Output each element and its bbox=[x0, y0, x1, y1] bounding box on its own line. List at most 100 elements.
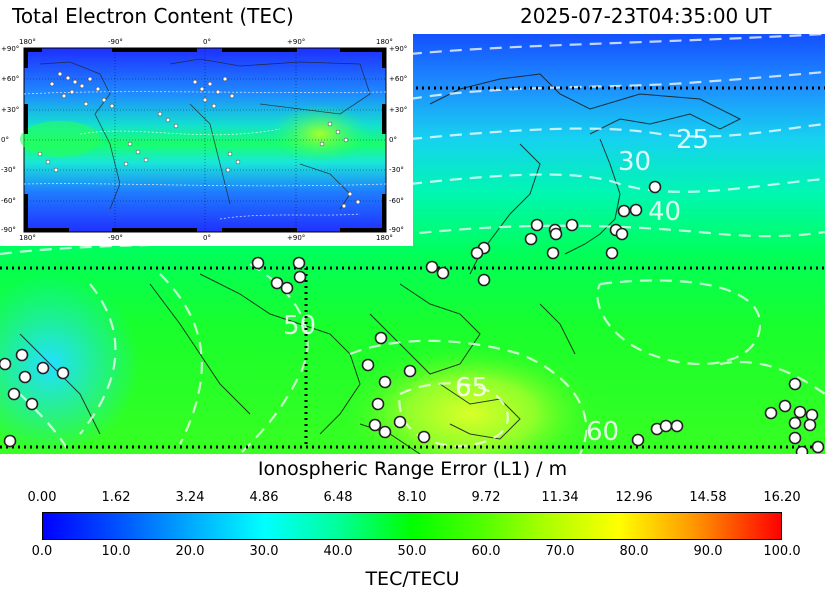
range-tick: 14.58 bbox=[689, 490, 727, 505]
inset-lon-tick: 0° bbox=[203, 234, 211, 242]
station-marker bbox=[378, 375, 392, 389]
range-tick: 8.10 bbox=[397, 490, 427, 505]
tec-tick: 80.0 bbox=[619, 544, 649, 559]
station-marker bbox=[788, 431, 802, 445]
station-marker bbox=[530, 218, 544, 232]
inset-lat-tick: +60° bbox=[1, 75, 20, 83]
contour-label: 50 bbox=[283, 311, 316, 341]
tec-tick: 70.0 bbox=[545, 544, 575, 559]
station-marker bbox=[371, 397, 385, 411]
station-marker bbox=[36, 361, 50, 375]
station-marker bbox=[374, 331, 388, 345]
station-marker bbox=[368, 418, 382, 432]
gnss-stations bbox=[0, 180, 825, 454]
range-error-label: Ionospheric Range Error (L1) / m bbox=[257, 458, 568, 480]
station-marker bbox=[524, 232, 538, 246]
inset-lat-tick: +90° bbox=[389, 45, 408, 53]
tec-tick: 50.0 bbox=[397, 544, 427, 559]
inset-lon-tick: 180° bbox=[19, 234, 36, 242]
tec-unit-label: TEC/TECU bbox=[365, 568, 460, 590]
inset-lat-tick: -60° bbox=[389, 197, 404, 205]
station-marker bbox=[631, 433, 645, 447]
station-marker bbox=[811, 440, 825, 454]
inset-lat-tick: -30° bbox=[1, 166, 16, 174]
inset-lon-tick: 0° bbox=[203, 38, 211, 46]
station-marker bbox=[788, 377, 802, 391]
station-marker bbox=[3, 434, 17, 448]
inset-lat-tick: -90° bbox=[389, 226, 404, 234]
range-tick: 0.00 bbox=[27, 490, 57, 505]
contour-label: 40 bbox=[648, 197, 681, 227]
station-marker bbox=[18, 370, 32, 384]
contour-labels: 25 30 40 50 60 65 bbox=[283, 125, 709, 447]
inset-lon-tick: 180° bbox=[376, 234, 393, 242]
station-marker bbox=[764, 406, 778, 420]
inset-lat-tick: +60° bbox=[389, 75, 408, 83]
range-tick: 11.34 bbox=[541, 490, 579, 505]
inset-lat-tick: 0° bbox=[1, 136, 9, 144]
station-marker bbox=[788, 416, 802, 430]
station-marker bbox=[805, 408, 819, 422]
station-marker bbox=[605, 246, 619, 260]
inset-lon-tick: 180° bbox=[376, 38, 393, 46]
station-marker bbox=[617, 204, 631, 218]
tec-tick: 20.0 bbox=[175, 544, 205, 559]
range-tick: 3.24 bbox=[175, 490, 205, 505]
map-title: Total Electron Content (TEC) bbox=[12, 4, 294, 28]
station-marker bbox=[251, 256, 265, 270]
inset-lon-tick: -90° bbox=[108, 38, 123, 46]
station-marker bbox=[0, 357, 12, 371]
tec-tick: 90.0 bbox=[693, 544, 723, 559]
station-marker bbox=[670, 419, 684, 433]
inset-lat-tick: 0° bbox=[389, 136, 397, 144]
station-marker bbox=[659, 419, 673, 433]
timestamp: 2025-07-23T04:35:00 UT bbox=[520, 4, 772, 28]
inset-lat-tick: -90° bbox=[1, 226, 16, 234]
station-marker bbox=[793, 405, 807, 419]
station-marker bbox=[393, 415, 407, 429]
inset-lon-tick: -90° bbox=[108, 234, 123, 242]
station-marker bbox=[436, 266, 450, 280]
tec-tick: 40.0 bbox=[323, 544, 353, 559]
station-marker bbox=[403, 364, 417, 378]
tec-tick: 60.0 bbox=[471, 544, 501, 559]
station-marker bbox=[15, 348, 29, 362]
inset-lon-tick: 180° bbox=[19, 38, 36, 46]
station-marker bbox=[425, 260, 439, 274]
station-marker bbox=[615, 227, 629, 241]
range-tick: 9.72 bbox=[471, 490, 501, 505]
station-marker bbox=[293, 270, 307, 284]
inset-lat-tick: +30° bbox=[1, 106, 20, 114]
inset-lat-tick: +30° bbox=[389, 106, 408, 114]
contour-label: 60 bbox=[586, 417, 619, 447]
global-tec-map bbox=[0, 34, 413, 246]
station-marker bbox=[25, 397, 39, 411]
contour-label: 25 bbox=[676, 125, 709, 155]
range-tick: 16.20 bbox=[763, 490, 801, 505]
station-marker bbox=[470, 246, 484, 260]
station-marker bbox=[778, 399, 792, 413]
inset-lat-tick: +90° bbox=[1, 45, 20, 53]
station-marker bbox=[648, 180, 662, 194]
station-marker bbox=[361, 358, 375, 372]
station-marker bbox=[56, 366, 70, 380]
station-marker bbox=[7, 387, 21, 401]
station-marker bbox=[549, 227, 563, 241]
range-error-ticks: 0.00 1.62 3.24 4.86 6.48 8.10 9.72 11.34… bbox=[0, 490, 825, 508]
range-tick: 1.62 bbox=[101, 490, 131, 505]
range-tick: 4.86 bbox=[249, 490, 279, 505]
inset-lon-tick: +90° bbox=[287, 38, 306, 46]
station-marker bbox=[292, 256, 306, 270]
tec-tick: 0.0 bbox=[31, 544, 53, 559]
tec-tick: 100.0 bbox=[763, 544, 801, 559]
global-inset-map: 180° -90° 0° +90° 180° 180° -90° 0° +90°… bbox=[0, 34, 413, 246]
range-tick: 6.48 bbox=[323, 490, 353, 505]
station-marker bbox=[378, 425, 392, 439]
tec-ticks: 0.0 10.0 20.0 30.0 40.0 50.0 60.0 70.0 8… bbox=[0, 544, 825, 562]
station-marker bbox=[795, 445, 809, 454]
station-marker bbox=[565, 218, 579, 232]
tec-colorbar bbox=[42, 512, 782, 540]
inset-lat-tick: -60° bbox=[1, 197, 16, 205]
station-marker bbox=[270, 276, 284, 290]
inset-lat-tick: -30° bbox=[389, 166, 404, 174]
